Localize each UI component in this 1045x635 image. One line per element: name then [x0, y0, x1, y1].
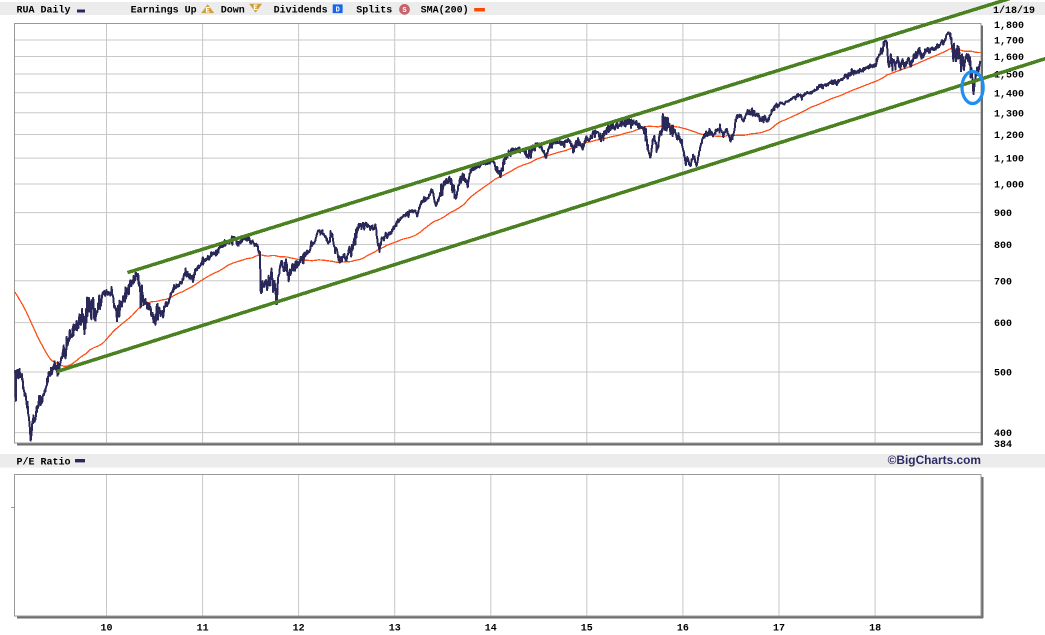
svg-text:1,400: 1,400 — [994, 89, 1024, 100]
svg-text:D: D — [336, 7, 340, 15]
svg-text:384: 384 — [994, 440, 1012, 451]
svg-text:600: 600 — [994, 319, 1012, 330]
svg-text:1,700: 1,700 — [994, 37, 1024, 48]
svg-text:1,600: 1,600 — [994, 53, 1024, 64]
svg-text:Splits: Splits — [356, 4, 392, 16]
svg-text:11: 11 — [197, 624, 209, 635]
svg-text:800: 800 — [994, 241, 1012, 252]
svg-text:1,100: 1,100 — [994, 155, 1024, 166]
svg-text:Earnings Up: Earnings Up — [131, 4, 197, 16]
svg-text:P/E Ratio: P/E Ratio — [17, 457, 71, 469]
svg-text:S: S — [402, 7, 406, 15]
svg-text:©BigCharts.com: ©BigCharts.com — [888, 453, 981, 467]
svg-text:10: 10 — [100, 624, 112, 635]
svg-text:1,200: 1,200 — [994, 131, 1024, 142]
svg-text:Dividends: Dividends — [274, 4, 328, 16]
svg-text:16: 16 — [677, 624, 689, 635]
svg-text:1,800: 1,800 — [994, 21, 1024, 32]
svg-text:15: 15 — [581, 624, 593, 635]
svg-text:18: 18 — [869, 624, 881, 635]
svg-text:SMA(200): SMA(200) — [421, 4, 469, 16]
svg-text:1,500: 1,500 — [994, 71, 1024, 82]
svg-text:1,300: 1,300 — [994, 109, 1024, 120]
svg-text:12: 12 — [293, 624, 305, 635]
svg-text:700: 700 — [994, 277, 1012, 288]
svg-text:500: 500 — [994, 369, 1012, 380]
svg-text:RUA Daily: RUA Daily — [17, 4, 71, 16]
svg-text:13: 13 — [389, 624, 401, 635]
svg-text:900: 900 — [994, 209, 1012, 220]
svg-text:17: 17 — [773, 624, 785, 635]
svg-text:14: 14 — [485, 624, 497, 635]
svg-text:Down: Down — [221, 5, 245, 16]
svg-text:1,000: 1,000 — [994, 181, 1024, 192]
svg-text:1/18/19: 1/18/19 — [993, 5, 1035, 17]
svg-text:400: 400 — [994, 429, 1012, 440]
